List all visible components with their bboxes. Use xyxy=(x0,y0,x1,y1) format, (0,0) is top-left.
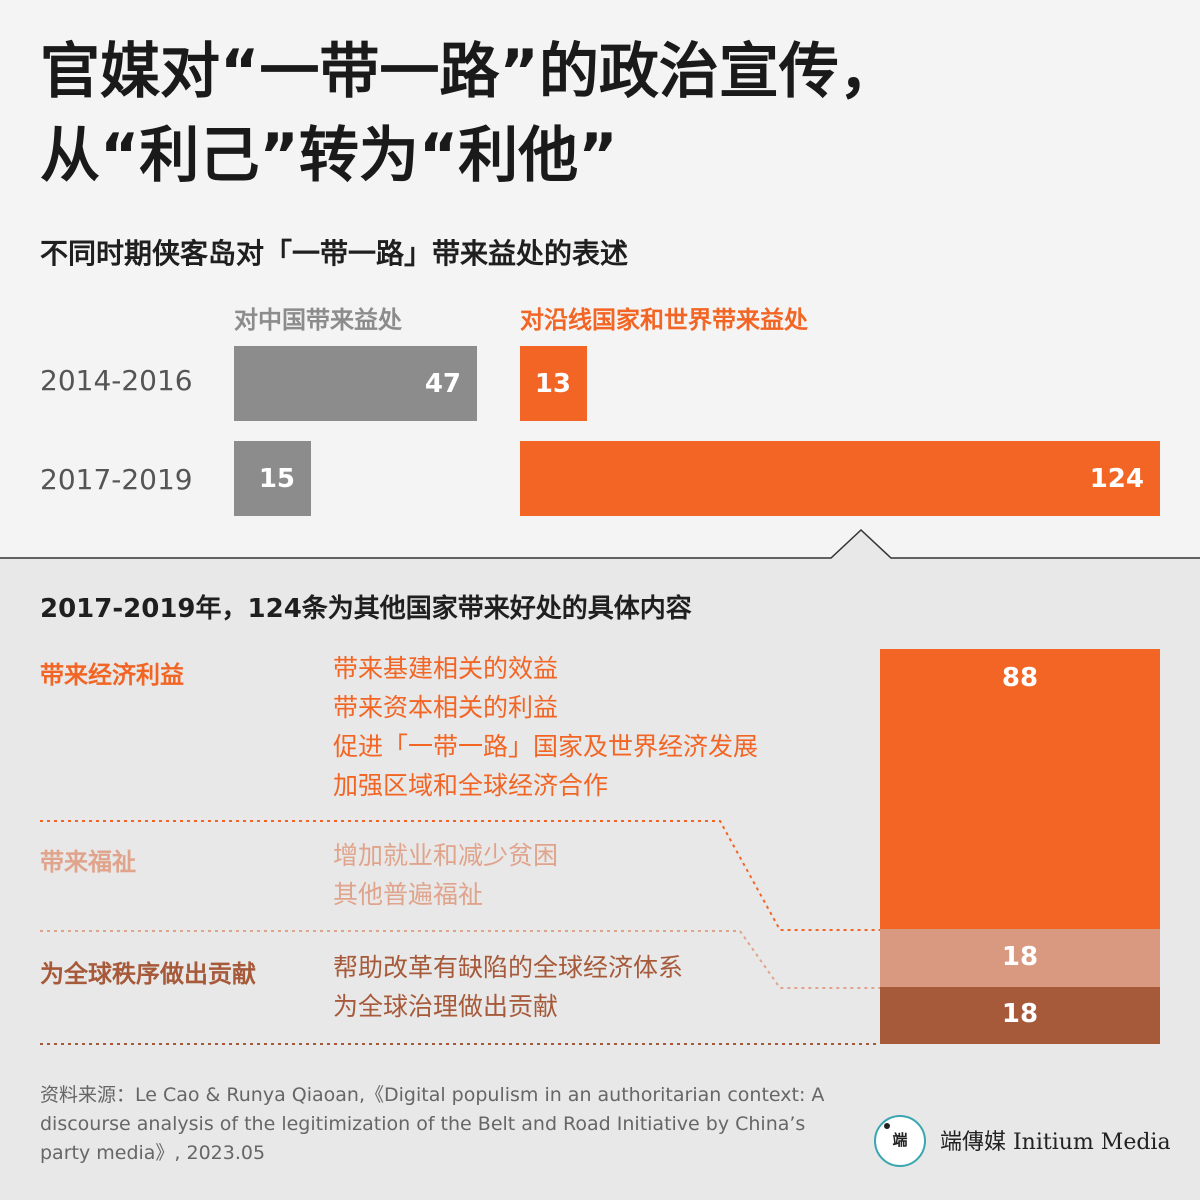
category-economic: 带来经济利益 xyxy=(40,661,184,689)
global-order-items: 帮助改革有缺陷的全球经济体系 为全球治理做出贡献 xyxy=(333,948,683,1026)
list-item: 为全球治理做出贡献 xyxy=(333,992,559,1021)
list-item: 帮助改革有缺陷的全球经济体系 xyxy=(333,953,684,982)
category-welfare: 带来福祉 xyxy=(40,848,136,876)
bar-china-2017-2019: 15 xyxy=(234,441,311,516)
brand-name: 端傳媒 Initium Media xyxy=(940,1130,1171,1155)
legend-china-benefit: 对中国带来益处 xyxy=(234,306,402,334)
year-label-2: 2017-2019 xyxy=(40,463,193,496)
economic-items: 带来基建相关的效益 带来资本相关的利益 促进「一带一路」国家及世界经济发展 加强… xyxy=(333,649,758,805)
title-line-2: 从“利己”转为“利他” xyxy=(40,121,618,191)
category-global-order: 为全球秩序做出贡献 xyxy=(40,960,256,988)
section2-title: 2017-2019年，124条为其他国家带来好处的具体内容 xyxy=(40,594,692,624)
stack-segment-3: 18 xyxy=(880,986,1160,1044)
welfare-items: 增加就业和减少贫困 其他普遍福祉 xyxy=(333,836,558,914)
logo-dot xyxy=(884,1123,890,1129)
stack-segment-2: 18 xyxy=(880,929,1160,987)
bar-world-2014-2016: 13 xyxy=(520,346,587,421)
list-item: 增加就业和减少贫困 xyxy=(333,841,559,870)
list-item: 加强区域和全球经济合作 xyxy=(333,771,609,800)
bar-world-2017-2019: 124 xyxy=(520,441,1160,516)
bar-china-2014-2016: 47 xyxy=(234,346,477,421)
segment-value-label: 18 xyxy=(1001,999,1039,1030)
initium-logo-icon: 端 xyxy=(874,1115,926,1167)
title-line-1: 官媒对“一带一路”的政治宣传， xyxy=(40,37,899,107)
list-item: 其他普遍福祉 xyxy=(333,880,484,909)
stack-segment-1: 88 xyxy=(880,649,1160,930)
logo-glyph: 端 xyxy=(892,1131,908,1149)
legend-world-benefit: 对沿线国家和世界带来益处 xyxy=(520,306,808,334)
list-item: 促进「一带一路」国家及世界经济发展 xyxy=(333,732,759,761)
page-title: 官媒对“一带一路”的政治宣传， 从“利己”转为“利他” xyxy=(40,30,1140,198)
segment-value-label: 18 xyxy=(1001,941,1039,972)
bar-value-label: 13 xyxy=(534,368,571,399)
bar-value-label: 124 xyxy=(1089,463,1144,494)
year-label-1: 2014-2016 xyxy=(40,364,193,397)
bar-value-label: 47 xyxy=(424,368,461,399)
list-item: 带来资本相关的利益 xyxy=(333,693,559,722)
section-divider xyxy=(0,528,1200,559)
chart-subtitle: 不同时期侠客岛对「一带一路」带来益处的表述 xyxy=(40,237,629,270)
segment-value-label: 88 xyxy=(1001,663,1039,693)
list-item: 带来基建相关的效益 xyxy=(333,654,559,683)
bar-value-label: 15 xyxy=(258,463,295,494)
source-note: 资料来源：Le Cao & Runya Qiaoan,《Digital popu… xyxy=(40,1084,825,1164)
